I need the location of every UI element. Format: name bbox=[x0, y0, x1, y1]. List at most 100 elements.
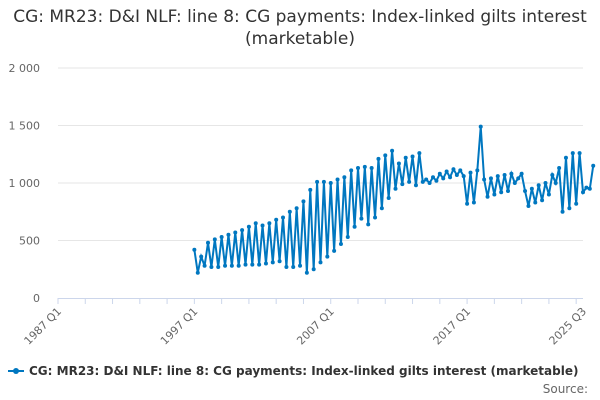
y-tick-label: 2 000 bbox=[9, 62, 41, 75]
data-point bbox=[482, 177, 487, 182]
data-point bbox=[587, 186, 592, 191]
data-point bbox=[212, 237, 217, 242]
data-point bbox=[410, 154, 415, 159]
data-point bbox=[298, 263, 303, 268]
data-point bbox=[349, 168, 354, 173]
data-point bbox=[263, 261, 268, 266]
data-point bbox=[427, 181, 432, 185]
source-label: Source: bbox=[542, 382, 588, 396]
data-point bbox=[352, 224, 357, 229]
data-point bbox=[274, 217, 279, 222]
data-point bbox=[223, 263, 228, 268]
data-point bbox=[362, 164, 367, 169]
data-point bbox=[342, 175, 347, 180]
data-point bbox=[417, 151, 422, 156]
data-point bbox=[533, 200, 538, 205]
y-tick-label: 0 bbox=[33, 292, 40, 305]
data-point bbox=[229, 263, 234, 268]
data-point bbox=[591, 163, 596, 168]
legend[interactable]: CG: MR23: D&I NLF: line 8: CG payments: … bbox=[8, 364, 578, 378]
data-point bbox=[253, 221, 258, 226]
data-point bbox=[444, 169, 449, 174]
data-point bbox=[403, 155, 408, 160]
data-point bbox=[250, 262, 255, 267]
data-point bbox=[478, 124, 483, 129]
data-point bbox=[509, 171, 514, 176]
y-tick-label: 1 500 bbox=[9, 120, 41, 133]
data-point bbox=[390, 148, 395, 153]
data-point bbox=[574, 201, 579, 206]
data-point bbox=[567, 206, 572, 211]
data-point bbox=[240, 228, 245, 233]
y-tick-label: 1 000 bbox=[9, 177, 41, 190]
data-point bbox=[424, 177, 429, 182]
data-point bbox=[584, 185, 589, 190]
data-point bbox=[396, 161, 401, 166]
data-point bbox=[543, 181, 548, 185]
data-point bbox=[335, 177, 340, 182]
data-point bbox=[209, 264, 214, 269]
data-point bbox=[332, 248, 337, 253]
data-point bbox=[560, 209, 565, 214]
data-point bbox=[502, 172, 507, 177]
data-point bbox=[260, 223, 265, 228]
data-point bbox=[499, 190, 504, 195]
data-point bbox=[536, 183, 541, 188]
data-point bbox=[434, 178, 439, 183]
data-point bbox=[236, 263, 241, 268]
data-point bbox=[311, 267, 316, 272]
data-point bbox=[195, 270, 200, 275]
data-point bbox=[485, 194, 490, 199]
data-point bbox=[516, 176, 521, 181]
data-point bbox=[318, 260, 323, 265]
data-point bbox=[550, 172, 555, 177]
data-point bbox=[199, 254, 204, 259]
data-point bbox=[570, 151, 575, 156]
data-point bbox=[461, 174, 466, 179]
data-point bbox=[526, 204, 531, 208]
data-point bbox=[393, 186, 398, 191]
chart-title: CG: MR23: D&I NLF: line 8: CG payments: … bbox=[13, 7, 587, 49]
data-point bbox=[577, 151, 582, 156]
data-point bbox=[243, 262, 248, 267]
x-tick-label: 2007 Q1 bbox=[294, 305, 337, 348]
data-point bbox=[553, 181, 558, 185]
data-point bbox=[437, 171, 442, 176]
data-point bbox=[277, 259, 282, 264]
data-point bbox=[233, 230, 238, 235]
data-point bbox=[281, 215, 285, 220]
data-point bbox=[202, 263, 207, 268]
data-point bbox=[246, 224, 251, 229]
data-point bbox=[492, 192, 497, 197]
data-point bbox=[321, 179, 326, 184]
data-point bbox=[431, 175, 435, 180]
data-point bbox=[359, 216, 364, 221]
data-point bbox=[563, 155, 568, 160]
data-point bbox=[523, 189, 528, 194]
data-point bbox=[267, 221, 272, 226]
data-point bbox=[495, 174, 500, 179]
data-point bbox=[192, 247, 197, 252]
data-point bbox=[257, 262, 262, 267]
x-tick-label: 2017 Q1 bbox=[431, 305, 474, 348]
data-point bbox=[270, 260, 275, 265]
x-tick-label: 1987 Q1 bbox=[22, 305, 65, 348]
x-tick-label: 1997 Q1 bbox=[158, 305, 201, 348]
data-point bbox=[328, 181, 333, 185]
data-point bbox=[376, 156, 381, 161]
data-point bbox=[206, 240, 210, 245]
legend-label: CG: MR23: D&I NLF: line 8: CG payments: … bbox=[29, 364, 579, 378]
data-point bbox=[315, 179, 320, 184]
data-point bbox=[468, 170, 473, 175]
data-point bbox=[345, 235, 350, 240]
data-point bbox=[216, 264, 221, 269]
data-point bbox=[407, 179, 412, 184]
data-point bbox=[301, 199, 306, 204]
data-point bbox=[454, 172, 459, 177]
data-point bbox=[448, 175, 453, 180]
data-point bbox=[465, 201, 470, 206]
data-point bbox=[287, 209, 292, 214]
data-point bbox=[451, 167, 456, 172]
data-point bbox=[546, 192, 551, 197]
